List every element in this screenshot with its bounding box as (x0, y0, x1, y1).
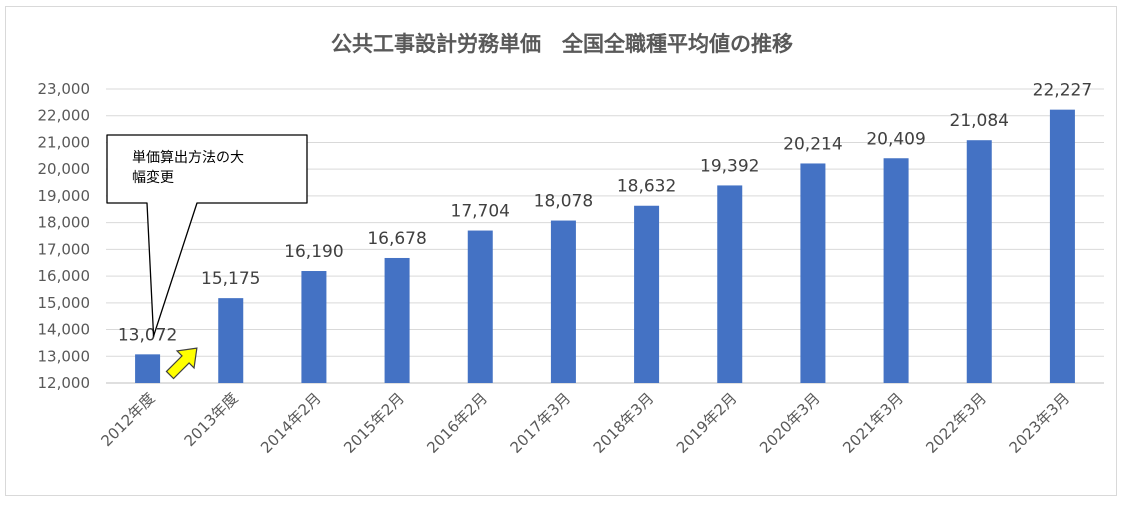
bar (218, 298, 244, 383)
highlight-arrow (165, 347, 198, 380)
y-tick-label: 14,000 (38, 321, 91, 339)
bar (883, 158, 909, 383)
x-tick-label: 2015年2月 (340, 389, 408, 457)
y-axis: 12,000 13,000 14,000 15,000 16,000 17,000 18,0… (38, 80, 91, 392)
bar (135, 354, 161, 383)
data-label: 17,704 (451, 202, 510, 222)
x-tick-label: 2019年2月 (673, 389, 741, 457)
data-label: 16,190 (284, 242, 343, 262)
y-tick-label: 20,000 (38, 160, 91, 178)
data-label: 18,632 (617, 177, 676, 197)
bar (467, 230, 493, 383)
arrow-icon (165, 347, 198, 380)
x-tick-label: 2014年2月 (257, 389, 325, 457)
data-label: 18,078 (534, 192, 593, 212)
y-tick-label: 22,000 (38, 107, 91, 125)
data-labels: 13,072 15,175 16,190 16,678 17,704 18,078 18,6… (118, 81, 1092, 346)
bar (966, 140, 992, 383)
x-axis: 2012年度 2013年度 2014年2月 2015年2月 2016年2月 2017年3月… (97, 389, 1073, 457)
x-tick-label: 2012年度 (97, 389, 158, 450)
x-tick-label: 2022年3月 (922, 389, 990, 457)
x-tick-label: 2020年3月 (756, 389, 824, 457)
data-label: 15,175 (201, 269, 260, 289)
y-tick-label: 23,000 (38, 80, 91, 98)
y-tick-label: 21,000 (38, 133, 91, 151)
x-tick-label: 2018年3月 (590, 389, 658, 457)
y-tick-label: 13,000 (38, 347, 91, 365)
x-tick-label: 2016年2月 (423, 389, 491, 457)
y-tick-label: 17,000 (38, 240, 91, 258)
y-tick-label: 18,000 (38, 214, 91, 232)
x-tick-label: 2013年度 (181, 389, 242, 450)
y-tick-label: 16,000 (38, 267, 91, 285)
bar (717, 185, 743, 383)
data-label: 20,214 (783, 134, 842, 154)
bar (1049, 109, 1075, 383)
data-label: 13,072 (118, 325, 177, 345)
bar (800, 163, 826, 383)
bar (301, 271, 327, 383)
data-label: 21,084 (950, 111, 1009, 131)
bar (634, 205, 660, 383)
gridlines (106, 88, 1104, 384)
y-tick-label: 15,000 (38, 294, 91, 312)
bar (384, 257, 410, 383)
chart-title: 公共工事設計労務単価 全国全職種平均値の推移 (331, 32, 793, 56)
callout-text: 幅変更 (132, 169, 174, 186)
chart-svg: 公共工事設計労務単価 全国全職種平均値の推移 12,000 13,000 14,00… (38, 32, 1104, 457)
data-label: 16,678 (367, 229, 426, 249)
bar (550, 220, 576, 383)
data-label: 22,227 (1033, 81, 1092, 101)
chart-frame: 公共工事設計労務単価 全国全職種平均値の推移 12,000 13,000 14,00… (5, 6, 1117, 496)
callout-text: 単価算出方法の大 (132, 150, 244, 166)
y-tick-label: 19,000 (38, 187, 91, 205)
x-tick-label: 2021年3月 (839, 389, 907, 457)
data-label: 20,409 (866, 129, 925, 149)
x-tick-label: 2023年3月 (1006, 389, 1074, 457)
y-tick-label: 12,000 (38, 374, 91, 392)
callout-bubble (106, 134, 308, 337)
data-label: 19,392 (700, 156, 759, 176)
x-tick-label: 2017年3月 (507, 389, 575, 457)
bars (135, 109, 1075, 383)
